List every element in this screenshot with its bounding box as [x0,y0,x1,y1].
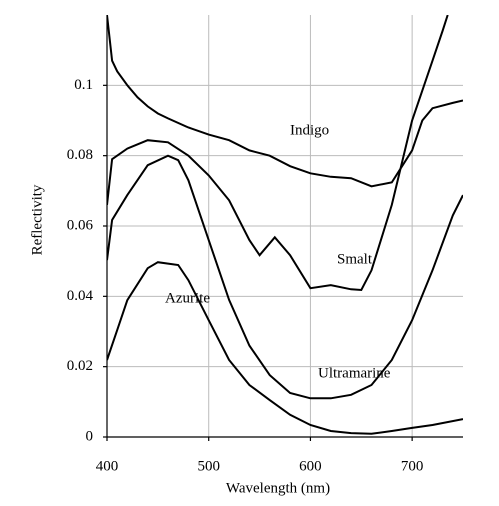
y-axis-label: Reflectivity [29,184,45,255]
series-label: Ultramarine [318,365,391,381]
y-tick-label: 0.1 [74,77,93,93]
x-tick-label: 400 [96,458,119,474]
y-tick-label: 0.04 [67,288,94,304]
y-tick-label: 0.02 [67,358,93,374]
x-tick-label: 500 [197,458,220,474]
series-label: Azurite [165,290,210,306]
y-tick-label: 0.06 [67,217,94,233]
y-tick-label: 0.08 [67,147,93,163]
y-tick-label: 0 [86,428,94,444]
series-line [107,154,463,400]
series-line [107,15,449,292]
series-label: Indigo [290,122,329,138]
series-line [107,15,463,188]
x-tick-label: 600 [299,458,322,474]
x-axis-label: Wavelength (nm) [226,480,330,496]
series-label: Smalt [337,251,373,267]
x-tick-label: 700 [401,458,424,474]
series-line [107,261,463,435]
